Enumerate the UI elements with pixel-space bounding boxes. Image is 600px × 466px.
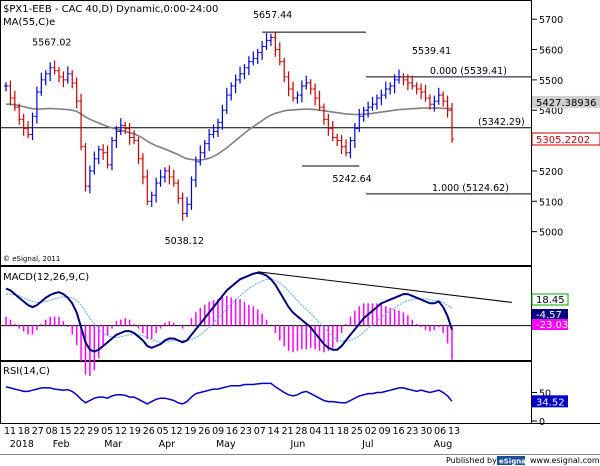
- x-tick-label: 26: [198, 426, 210, 437]
- x-tick-label: 29: [87, 426, 99, 437]
- macd-value-badge: [531, 293, 569, 306]
- x-tick-label: 11: [4, 426, 16, 437]
- x-tick-label: 22: [73, 426, 85, 437]
- price-annotations: 5567.02 5657.44 5539.41 5038.12 5242.64: [32, 10, 451, 247]
- macd-divergence-line: [257, 271, 513, 303]
- fib-label: 0.000 (5539.41): [430, 66, 507, 77]
- x-tick-label: 15: [60, 426, 72, 437]
- x-tick-label: 19: [184, 426, 196, 437]
- fib-label: 1.000 (5124.62): [432, 183, 509, 194]
- price-annotation: 5038.12: [165, 236, 204, 247]
- x-tick-label: 09: [379, 426, 391, 437]
- x-tick-label: 06: [434, 426, 446, 437]
- rsi-value-text: 34.52: [536, 397, 565, 408]
- esignal-watermark: © eSignal, 2011: [3, 255, 60, 263]
- x-tick-label: 07: [254, 426, 266, 437]
- x-tick-label: 13: [448, 426, 460, 437]
- footer-url: www.esignal.com: [530, 456, 600, 465]
- x-tick-label: 12: [171, 426, 183, 437]
- macd-signal-line: [6, 278, 453, 343]
- price-badge-text: 5305.2202: [536, 135, 590, 146]
- macd-value-badge: [532, 309, 568, 320]
- macd-value-text: -4.57: [536, 310, 562, 321]
- price-tick-label: 5400: [539, 106, 563, 117]
- rsi-label: RSI(14,C): [3, 366, 50, 377]
- x-month-label: Jul: [361, 439, 373, 450]
- macd-value-text: 18.45: [536, 295, 565, 306]
- price-tick-label: 5200: [539, 167, 563, 178]
- rsi-value-badge: [532, 395, 568, 408]
- x-tick-label: 25: [351, 426, 363, 437]
- x-tick-label: 05: [157, 426, 169, 437]
- price-badge: [531, 132, 600, 146]
- x-tick-label: 11: [323, 426, 335, 437]
- x-tick-label: 18: [18, 426, 30, 437]
- price-annotation: 5539.41: [412, 46, 451, 57]
- x-tick-label: 19: [129, 426, 141, 437]
- x-tick-label: 26: [143, 426, 155, 437]
- x-tick-label: 23: [406, 426, 418, 437]
- macd-label: MACD(12,26,9,C): [3, 272, 89, 283]
- x-month-label: Jun: [289, 439, 305, 450]
- x-tick-label: 08: [46, 426, 58, 437]
- macd-panel: 18.45 -4.57-23.03: [0, 271, 569, 376]
- x-tick-label: 14: [268, 426, 280, 437]
- macd-panel-border: [0, 266, 532, 361]
- ma-55-line: [6, 103, 453, 161]
- x-month-label: Mar: [104, 439, 122, 450]
- esignal-logo-text: eSignal: [499, 458, 528, 466]
- price-tick-label: 5000: [539, 228, 563, 239]
- x-month-label: May: [216, 439, 236, 450]
- price-tick-label: 5700: [539, 15, 563, 26]
- price-badge-text: 5427.38936: [536, 98, 596, 109]
- x-tick-label: 02: [365, 426, 377, 437]
- x-tick-label: 09: [212, 426, 224, 437]
- x-axis: 11 18 27 08 15 22 29 05 12 19 26 05 12 19 26 09 16 23 07 14…: [4, 426, 460, 450]
- price-tick-label: 5100: [539, 197, 563, 208]
- x-month-label: 2018: [10, 439, 34, 450]
- x-tick-label: 12: [115, 426, 127, 437]
- price-tick-label: 5600: [539, 46, 563, 57]
- price-annotation: 5242.64: [332, 174, 371, 185]
- price-annotation: 5657.44: [253, 10, 292, 21]
- esignal-logo: [497, 456, 525, 465]
- macd-value-badge: [532, 319, 568, 330]
- x-tick-label: 30: [420, 426, 432, 437]
- price-annotation: 5567.02: [32, 38, 71, 49]
- price-badge: [532, 95, 600, 108]
- price-axis: 50005100520053005400550056005700: [532, 15, 563, 239]
- x-month-label: Feb: [53, 439, 70, 450]
- x-tick-label: 16: [226, 426, 238, 437]
- chart-title: $PX1-EEB - CAC 40,D) Dynamic,0:00-24:00: [3, 4, 218, 15]
- price-badges: 5427.38936 5305.2202: [531, 95, 600, 146]
- rsi-tick-label: 50: [539, 389, 551, 400]
- reference-lines: (5342.29) 0.000 (5539.41) 1.000 (5124.62): [0, 31, 531, 195]
- x-tick-label: 28: [295, 426, 307, 437]
- rsi-panel-border: [0, 361, 532, 424]
- support-line-label: (5342.29): [478, 117, 525, 128]
- macd-value-text: -23.03: [536, 320, 568, 331]
- x-tick-label: 23: [240, 426, 252, 437]
- ma-label: MA(55,C)e: [3, 17, 55, 28]
- x-month-label: Apr: [159, 439, 176, 450]
- x-tick-label: 21: [282, 426, 294, 437]
- x-tick-label: 18: [337, 426, 349, 437]
- price-tick-label: 5500: [539, 76, 563, 87]
- rsi-tick-label: 0: [539, 417, 545, 428]
- x-tick-label: 05: [101, 426, 113, 437]
- x-month-label: Aug: [434, 439, 453, 450]
- rsi-line: [5, 382, 453, 405]
- footer-published-by: Published by: [446, 456, 497, 465]
- x-tick-label: 27: [32, 426, 44, 437]
- price-bars: [4, 31, 454, 221]
- x-tick-label: 16: [393, 426, 405, 437]
- macd-line: [5, 271, 453, 353]
- ma-line: [6, 103, 453, 161]
- x-tick-label: 04: [309, 426, 321, 437]
